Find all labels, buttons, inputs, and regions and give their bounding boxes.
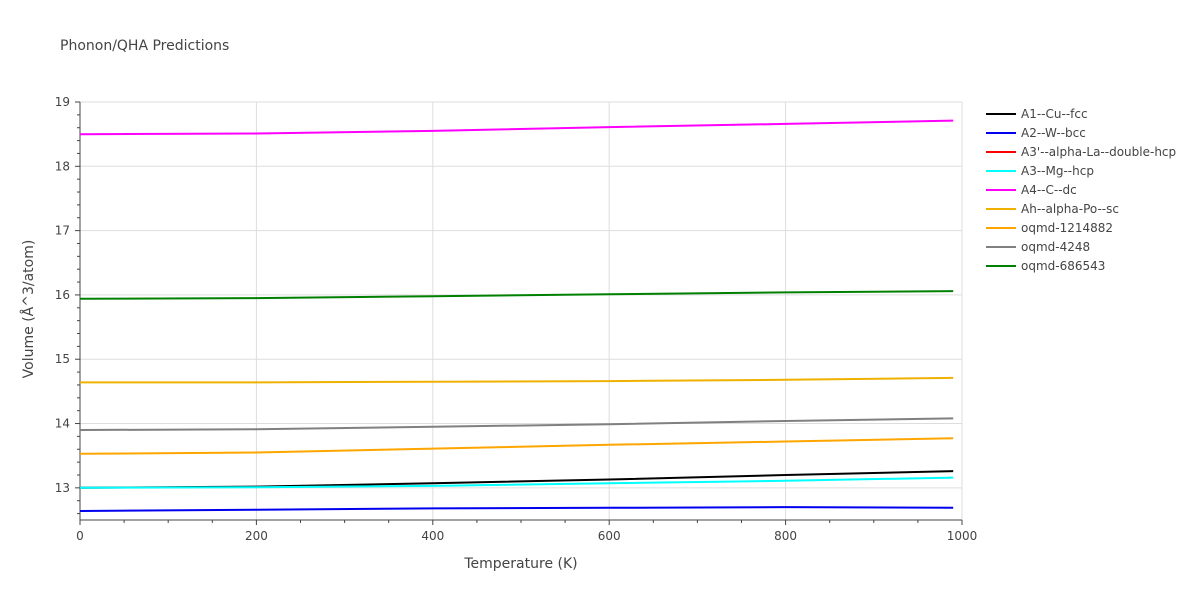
x-axis-title: Temperature (K): [463, 556, 577, 572]
y-tick-label: 13: [55, 481, 70, 495]
legend: A1--Cu--fcc A2--W--bcc A3'--alpha-La--doub…: [986, 107, 1176, 273]
legend-label[interactable]: A2--W--bcc: [1021, 126, 1086, 140]
legend-label[interactable]: oqmd-1214882: [1021, 221, 1113, 235]
series-line-7: [79, 417, 954, 431]
x-tick-label: 400: [421, 529, 444, 543]
y-tick-label: 15: [55, 352, 70, 366]
legend-label[interactable]: A3--Mg--hcp: [1021, 164, 1094, 178]
legend-label[interactable]: A4--C--dc: [1021, 183, 1077, 197]
legend-label[interactable]: oqmd-4248: [1021, 240, 1090, 254]
series-line-6: [79, 437, 954, 455]
series-line-8: [79, 290, 954, 300]
chart-title: Phonon/QHA Predictions: [60, 38, 229, 54]
axes: 0 200 400 600 800 1000 13 14 15 16 17 18 19: [55, 95, 978, 543]
y-tick-label: 18: [55, 159, 70, 173]
x-tick-label: 600: [598, 529, 621, 543]
plot-area: [79, 119, 954, 512]
y-tick-label: 19: [55, 95, 70, 109]
x-tick-label: 800: [774, 529, 797, 543]
y-tick-label: 17: [55, 224, 70, 238]
legend-label[interactable]: A1--Cu--fcc: [1021, 107, 1088, 121]
legend-label[interactable]: oqmd-686543: [1021, 259, 1105, 273]
series-line-4: [79, 119, 954, 136]
legend-label[interactable]: A3'--alpha-La--double-hcp: [1021, 145, 1176, 159]
series-line-5: [80, 376, 954, 384]
y-axis-title: Volume (Å^3/atom): [20, 240, 37, 379]
y-tick-label: 16: [55, 288, 70, 302]
x-tick-label: 200: [245, 529, 268, 543]
x-tick-label: 0: [76, 529, 84, 543]
y-tick-label: 14: [55, 417, 70, 431]
legend-label[interactable]: Ah--alpha-Po--sc: [1021, 202, 1119, 216]
series-line-1: [79, 506, 954, 512]
x-tick-label: 1000: [947, 529, 978, 543]
grid: [80, 101, 963, 520]
series-line-3: [79, 476, 954, 489]
